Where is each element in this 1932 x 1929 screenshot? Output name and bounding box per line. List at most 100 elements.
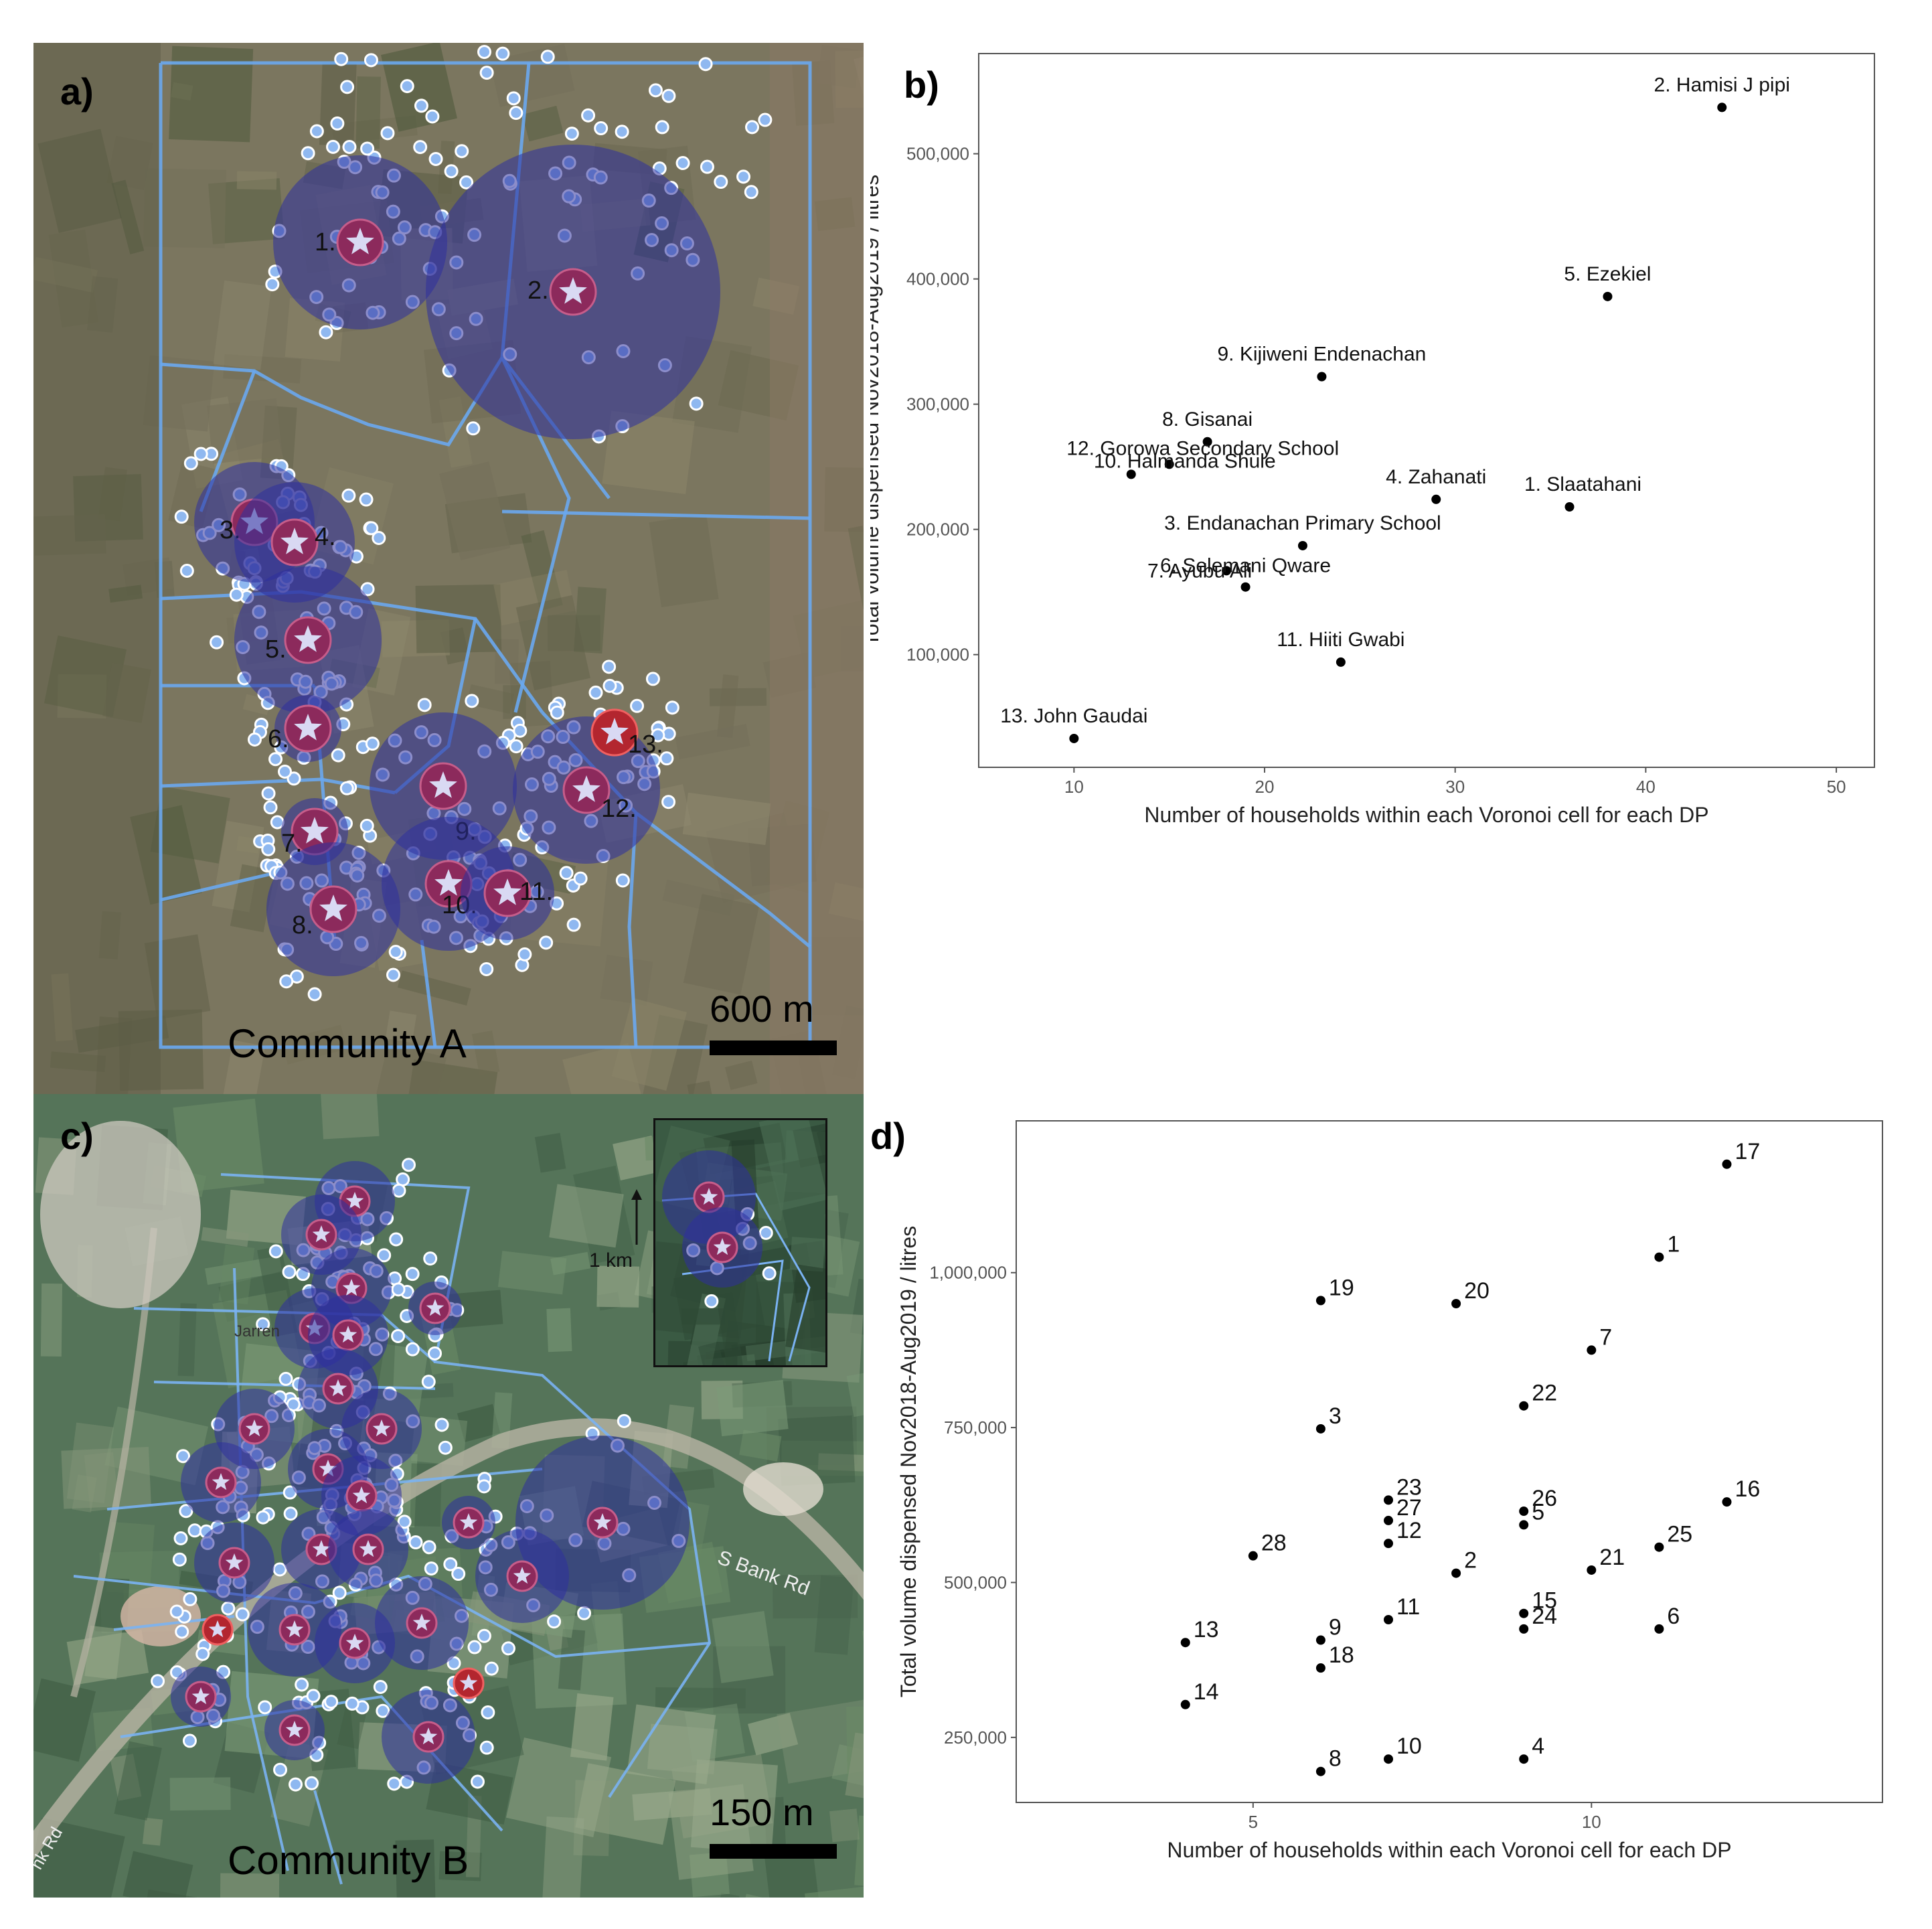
household-point <box>405 1342 420 1357</box>
field-patch <box>716 1380 789 1437</box>
household-point <box>272 1562 287 1577</box>
star-icon <box>319 1460 337 1477</box>
y-tick-label: 200,000 <box>906 520 969 540</box>
field-patch <box>718 350 799 421</box>
inset-canvas <box>655 1120 825 1365</box>
data-point <box>1164 459 1174 469</box>
voronoi-edge <box>501 510 811 520</box>
data-label: 6 <box>1667 1604 1680 1629</box>
data-point <box>1248 1551 1258 1561</box>
data-label: 5 <box>1532 1499 1544 1525</box>
star-icon <box>212 1473 230 1490</box>
field-patch <box>397 970 471 1006</box>
data-label: 23 <box>1396 1474 1422 1500</box>
field-patch <box>764 800 830 893</box>
star-icon <box>339 1326 357 1343</box>
field-patch <box>809 937 864 1016</box>
field-patch <box>548 615 600 651</box>
household-point <box>391 1328 406 1343</box>
data-label: 7. Ayubu Ali <box>1147 560 1252 582</box>
household-point <box>221 1601 236 1616</box>
field-patch <box>457 1403 501 1442</box>
field-patch <box>546 1308 572 1353</box>
data-label: 25 <box>1667 1522 1692 1547</box>
household-point <box>256 1510 270 1525</box>
household-point <box>506 91 521 106</box>
household-point <box>659 751 674 766</box>
star-icon <box>345 1192 364 1209</box>
household-point <box>187 1523 202 1538</box>
field-patch <box>439 461 511 560</box>
household-point <box>340 80 355 94</box>
field-patch <box>627 1704 716 1784</box>
data-label: 14 <box>1194 1679 1219 1705</box>
terrain-west <box>33 43 161 1094</box>
household-point <box>309 124 324 139</box>
data-point <box>1384 1515 1394 1525</box>
field-patch <box>33 514 106 556</box>
field-patch <box>712 1611 774 1683</box>
dp-label: 6. <box>268 725 289 753</box>
data-label: 11 <box>1396 1594 1420 1620</box>
household-point <box>588 685 603 700</box>
field-patch <box>415 584 502 653</box>
household-point <box>392 1183 406 1198</box>
household-point <box>540 50 555 64</box>
field-patch <box>675 724 750 760</box>
household-point <box>173 1531 188 1545</box>
data-label: 4. Zahanati <box>1386 466 1486 488</box>
data-point <box>1519 1624 1529 1634</box>
household-point <box>479 1740 494 1755</box>
data-point <box>1654 1542 1664 1552</box>
household-point <box>424 1561 438 1576</box>
household-point <box>376 1703 390 1718</box>
household-point <box>387 1776 402 1791</box>
field-patch <box>600 954 653 1006</box>
household-point <box>447 1656 461 1671</box>
data-point <box>1431 494 1441 504</box>
field-patch <box>550 1251 591 1276</box>
field-patch <box>824 467 864 532</box>
household-point <box>175 1624 189 1639</box>
star-icon <box>700 1188 718 1205</box>
data-point <box>1297 540 1307 550</box>
field-patch <box>716 1292 745 1365</box>
x-tick-label: 30 <box>1445 777 1465 797</box>
star-icon <box>294 714 322 741</box>
scale-bar-c <box>710 1844 837 1859</box>
field-patch <box>817 44 861 88</box>
data-point <box>1519 1608 1529 1618</box>
household-point <box>477 45 491 60</box>
field-patch <box>683 894 760 995</box>
star-icon <box>280 528 309 554</box>
community-a-label: Community A <box>228 1021 467 1066</box>
household-point <box>615 873 630 888</box>
household-point <box>762 1266 777 1281</box>
household-point <box>421 1375 436 1389</box>
field-patch <box>789 1237 825 1272</box>
field-patch <box>573 1780 611 1857</box>
field-patch <box>762 652 817 698</box>
data-label: 1 <box>1667 1232 1680 1257</box>
household-point <box>509 106 524 121</box>
field-patch <box>471 1030 500 1075</box>
household-point <box>268 1244 283 1259</box>
household-point <box>261 842 276 856</box>
household-point <box>295 1677 309 1692</box>
field-patch <box>497 1251 567 1295</box>
star-icon <box>412 1614 431 1631</box>
data-point <box>1384 1754 1394 1764</box>
data-point <box>1722 1159 1732 1169</box>
household-point <box>484 1661 499 1676</box>
field-patch <box>467 684 515 714</box>
field-patch <box>201 1227 250 1247</box>
household-point <box>698 57 713 72</box>
data-label: 26 <box>1532 1486 1557 1511</box>
data-label: 19 <box>1329 1275 1354 1300</box>
panel-label-a: a) <box>60 70 94 112</box>
field-patch <box>84 1625 123 1680</box>
household-point <box>174 510 189 524</box>
household-point <box>278 764 293 779</box>
star-icon <box>319 895 347 921</box>
household-point <box>573 871 588 886</box>
